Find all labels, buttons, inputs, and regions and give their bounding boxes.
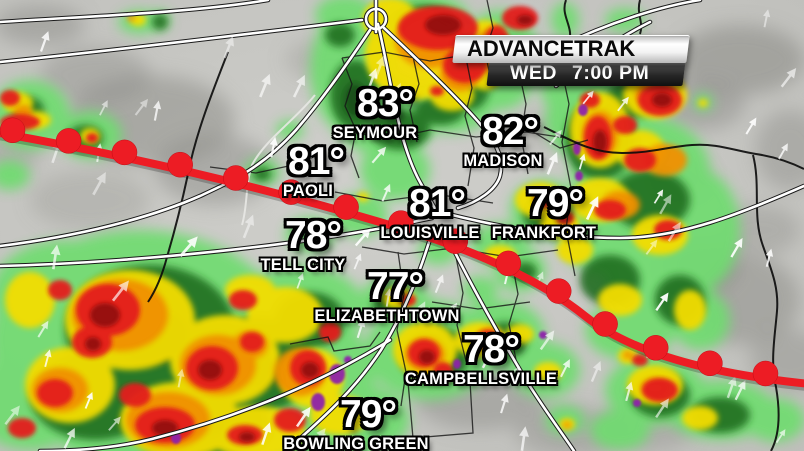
valid-time-banner: WED 7:00 PM xyxy=(486,61,686,86)
valid-day: WED xyxy=(510,62,557,84)
advancetrak-banner: ADVANCETRAK xyxy=(452,35,690,63)
rivers xyxy=(147,0,804,451)
brand-title: ADVANCETRAK xyxy=(467,36,636,61)
radar-purple xyxy=(171,104,641,444)
radar-red xyxy=(0,6,682,445)
valid-time: 7:00 PM xyxy=(572,62,650,84)
warm-front xyxy=(0,117,804,391)
warm-front-pips xyxy=(0,117,779,387)
river-light xyxy=(241,94,316,226)
